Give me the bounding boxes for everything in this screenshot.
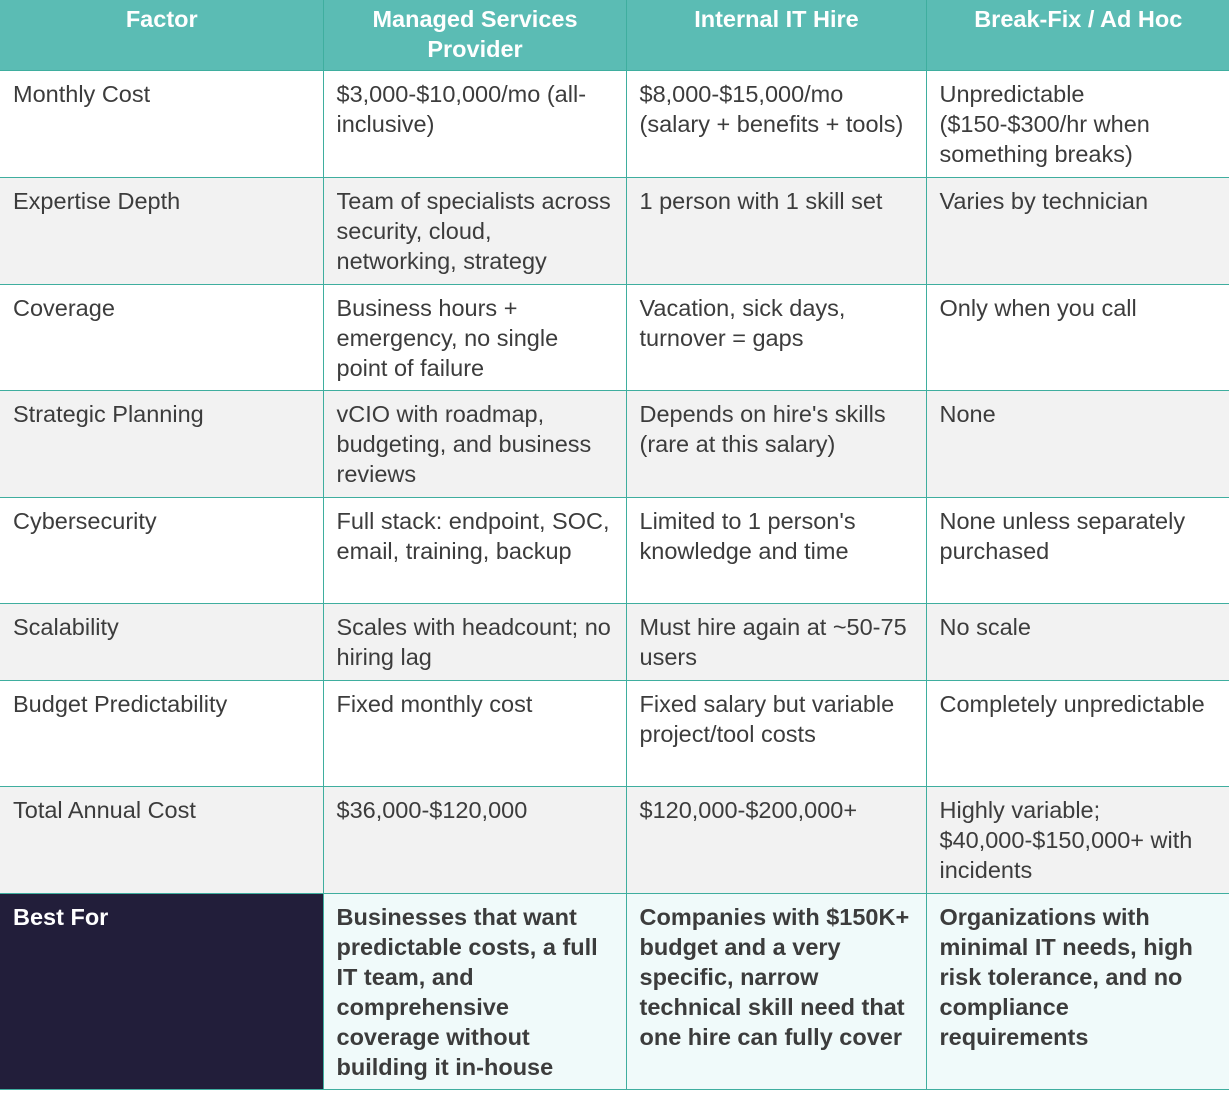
cell-internal: 1 person with 1 skill set [625, 176, 927, 285]
cell-msp: Scales with headcount; no hiring lag [322, 602, 627, 681]
cell-breakfix: None [925, 389, 1229, 498]
table-row: Scalability Scales with headcount; no hir… [0, 602, 1229, 681]
cell-factor: Strategic Planning [0, 389, 324, 498]
cell-internal: Fixed salary but variable project/tool c… [625, 679, 927, 787]
cell-factor: Scalability [0, 602, 324, 681]
cell-msp: Full stack: endpoint, SOC, email, traini… [322, 496, 627, 604]
table-row: Cybersecurity Full stack: endpoint, SOC, … [0, 496, 1229, 604]
cell-msp: Fixed monthly cost [322, 679, 627, 787]
header-msp: Managed Services Provider [322, 0, 627, 71]
cell-msp: Business hours + emergency, no single po… [322, 283, 627, 391]
cell-factor: Monthly Cost [0, 69, 324, 178]
cell-breakfix: Varies by technician [925, 176, 1229, 285]
cell-factor: Coverage [0, 283, 324, 391]
cell-internal: Vacation, sick days, turnover = gaps [625, 283, 927, 391]
table-row: Best For Businesses that want predictable… [0, 892, 1229, 1090]
cell-internal: Limited to 1 person's knowledge and time [625, 496, 927, 604]
cell-internal: $120,000-$200,000+ [625, 785, 927, 894]
table-row: Budget Predictability Fixed monthly cost F… [0, 679, 1229, 787]
cell-factor: Cybersecurity [0, 496, 324, 604]
cell-factor: Total Annual Cost [0, 785, 324, 894]
cell-breakfix: Completely unpredictable [925, 679, 1229, 787]
table-row: Expertise Depth Team of specialists acros… [0, 176, 1229, 285]
cell-msp: $3,000-$10,000/mo (all-inclusive) [322, 69, 627, 178]
table-row: Monthly Cost $3,000-$10,000/mo (all-inclu… [0, 69, 1229, 178]
cell-breakfix: Unpredictable ($150-$300/hr when somethi… [925, 69, 1229, 178]
header-break-fix: Break-Fix / Ad Hoc [925, 0, 1229, 71]
cell-msp: Team of specialists across security, clo… [322, 176, 627, 285]
table-row: Total Annual Cost $36,000-$120,000 $120,00… [0, 785, 1229, 894]
cell-factor: Budget Predictability [0, 679, 324, 787]
cell-breakfix: None unless separately purchased [925, 496, 1229, 604]
cell-breakfix: No scale [925, 602, 1229, 681]
cell-breakfix: Organizations with minimal IT needs, hig… [925, 892, 1229, 1090]
cell-factor: Expertise Depth [0, 176, 324, 285]
table-row: Coverage Business hours + emergency, no s… [0, 283, 1229, 391]
header-row: Factor Managed Services Provider Interna… [0, 0, 1229, 71]
header-internal-it: Internal IT Hire [625, 0, 927, 71]
cell-internal: Depends on hire's skills (rare at this s… [625, 389, 927, 498]
cell-internal: Companies with $150K+ budget and a very … [625, 892, 927, 1090]
cell-breakfix: Only when you call [925, 283, 1229, 391]
cell-msp: $36,000-$120,000 [322, 785, 627, 894]
header-factor: Factor [0, 0, 324, 71]
cell-breakfix: Highly variable; $40,000-$150,000+ with … [925, 785, 1229, 894]
cell-internal: $8,000-$15,000/mo (salary + benefits + t… [625, 69, 927, 178]
cell-msp: Businesses that want predictable costs, … [322, 892, 627, 1090]
cell-msp: vCIO with roadmap, budgeting, and busine… [322, 389, 627, 498]
table-row: Strategic Planning vCIO with roadmap, bud… [0, 389, 1229, 498]
cell-factor: Best For [0, 892, 324, 1090]
cell-internal: Must hire again at ~50-75 users [625, 602, 927, 681]
